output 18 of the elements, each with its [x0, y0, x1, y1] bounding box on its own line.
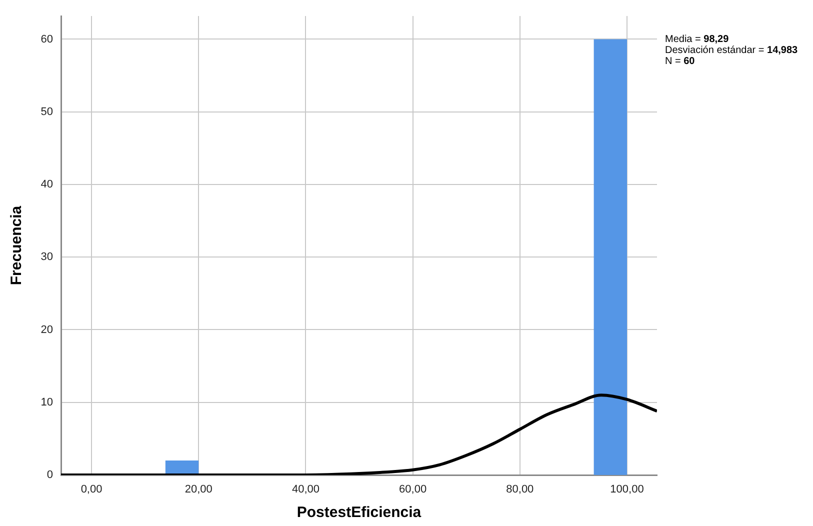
y-tick-label: 40: [40, 178, 53, 191]
x-tick-label: 80,00: [506, 484, 534, 496]
text: Desviación estándar = 14,983: [665, 45, 798, 56]
x-tick-label: 100,00: [610, 484, 644, 496]
y-tick-label: 0: [46, 469, 53, 482]
y-tick-label: 60: [40, 33, 53, 46]
x-tick-label: 20,00: [184, 484, 212, 496]
x-axis-title: PostestEficiencia: [296, 504, 422, 522]
y-tick-label: 50: [40, 106, 53, 118]
x-tick-label: 0,00: [80, 484, 102, 496]
x-tick-label: 40,00: [292, 484, 320, 496]
y-axis-title: Frecuencia: [8, 205, 26, 286]
text: N = 60: [665, 56, 696, 67]
y-tick-label: 30: [40, 251, 53, 264]
y-tick-label: 20: [40, 324, 53, 336]
y-tick-label: 10: [40, 396, 53, 408]
text: Media = 98,29: [665, 34, 730, 45]
x-tick-label: 60,00: [399, 484, 427, 496]
